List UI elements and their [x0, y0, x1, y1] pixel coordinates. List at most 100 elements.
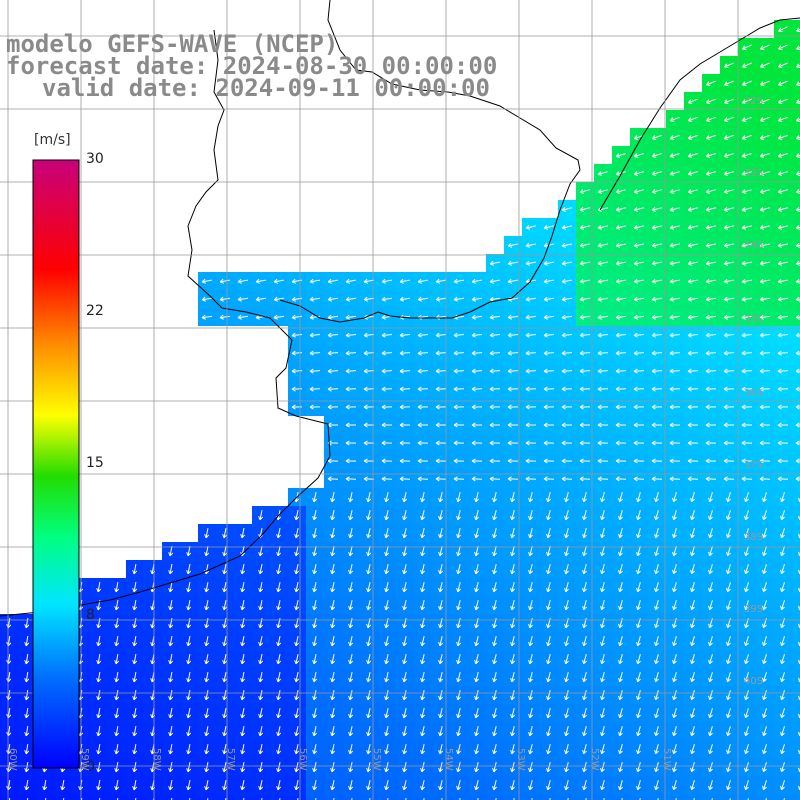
wind-arrow [708, 600, 713, 611]
wind-arrow [384, 780, 390, 791]
wind-arrow [219, 296, 231, 302]
wind-arrow [345, 476, 357, 482]
wind-arrow [492, 564, 497, 575]
wind-arrow [690, 546, 695, 557]
wind-arrow [327, 350, 339, 356]
wind-arrow [168, 707, 174, 719]
wind-arrow [672, 528, 677, 539]
wind-arrow [294, 528, 300, 539]
wind-arrow [579, 189, 590, 194]
wind-arrow [402, 546, 408, 557]
wind-arrow [402, 744, 408, 755]
wind-arrow [489, 440, 501, 446]
wind-arrow [759, 350, 771, 356]
wind-arrow [456, 528, 461, 539]
wind-arrow [618, 726, 623, 737]
wind-arrow [435, 386, 447, 392]
wind-arrow [708, 492, 713, 503]
wind-arrow [690, 762, 695, 773]
wind-arrow [564, 744, 569, 755]
wind-arrow [564, 492, 569, 503]
wind-arrow [561, 224, 572, 230]
wind-cell [594, 794, 612, 800]
wind-arrow [600, 762, 605, 773]
wind-arrow [564, 600, 569, 611]
wind-arrow [510, 690, 515, 701]
wind-cell [792, 506, 800, 524]
wind-arrow [705, 207, 716, 212]
wind-cell [342, 794, 360, 800]
wind-arrow [777, 278, 789, 284]
wind-arrow [759, 116, 770, 122]
wind-arrow [471, 278, 483, 284]
wind-cell [306, 794, 324, 800]
wind-arrow [258, 762, 264, 773]
wind-arrow [633, 224, 644, 230]
wind-arrow [600, 708, 605, 719]
wind-arrow [507, 332, 519, 338]
wind-arrow [705, 296, 717, 302]
wind-arrow [687, 314, 699, 320]
wind-arrow [402, 690, 408, 701]
wind-arrow [795, 440, 800, 446]
wind-cell [252, 794, 270, 800]
wind-arrow [651, 207, 662, 212]
wind-arrow [741, 368, 753, 374]
wind-arrow [492, 762, 497, 773]
wind-arrow [453, 476, 465, 482]
wind-arrow [435, 458, 447, 464]
wind-arrow [633, 404, 645, 410]
wind-arrow [780, 744, 785, 755]
wind-arrow [687, 368, 699, 374]
wind-arrow [615, 314, 627, 320]
wind-arrow [456, 510, 461, 521]
wind-arrow [795, 153, 800, 158]
wind-arrow [651, 134, 662, 140]
wind-arrow [348, 546, 354, 557]
wind-arrow [525, 350, 537, 356]
wind-arrow [561, 278, 573, 284]
wind-arrow [690, 600, 695, 611]
wind-arrow [96, 707, 102, 719]
wind-arrow [258, 582, 264, 593]
lon-label: 53W [515, 748, 526, 771]
wind-arrow [579, 368, 591, 374]
wind-arrow [399, 458, 411, 464]
wind-arrow [615, 386, 627, 392]
wind-arrow [708, 780, 713, 791]
wind-arrow [453, 422, 465, 428]
wind-arrow [579, 458, 591, 464]
wind-arrow [438, 708, 443, 719]
wind-arrow [705, 368, 717, 374]
wind-arrow [777, 458, 789, 464]
wind-arrow [204, 527, 210, 539]
lat-label: 38S [744, 532, 764, 543]
wind-arrow [273, 314, 285, 320]
wind-arrow [417, 368, 429, 374]
wind-arrow [384, 546, 390, 557]
wind-arrow [381, 332, 393, 338]
wind-arrow [456, 726, 461, 737]
wind-arrow [114, 725, 120, 737]
wind-arrow [294, 762, 300, 773]
wind-arrow [528, 600, 533, 611]
wind-arrow [474, 654, 479, 665]
wind-arrow [366, 726, 372, 737]
wind-arrow [258, 744, 264, 755]
wind-arrow [723, 242, 734, 248]
wind-arrow [366, 708, 372, 719]
wind-arrow [672, 492, 677, 503]
wind-arrow [744, 528, 749, 539]
wind-arrow [726, 636, 731, 647]
wind-arrow [255, 296, 267, 302]
wind-arrow [240, 744, 246, 755]
wind-arrow [744, 582, 749, 593]
wind-arrow [510, 492, 515, 503]
wind-arrow [489, 386, 501, 392]
wind-arrow [366, 582, 372, 593]
wind-arrow [510, 582, 515, 593]
wind-arrow [795, 314, 800, 320]
wind-arrow [402, 492, 408, 503]
wind-arrow [258, 510, 264, 521]
wind-arrow [345, 386, 357, 392]
